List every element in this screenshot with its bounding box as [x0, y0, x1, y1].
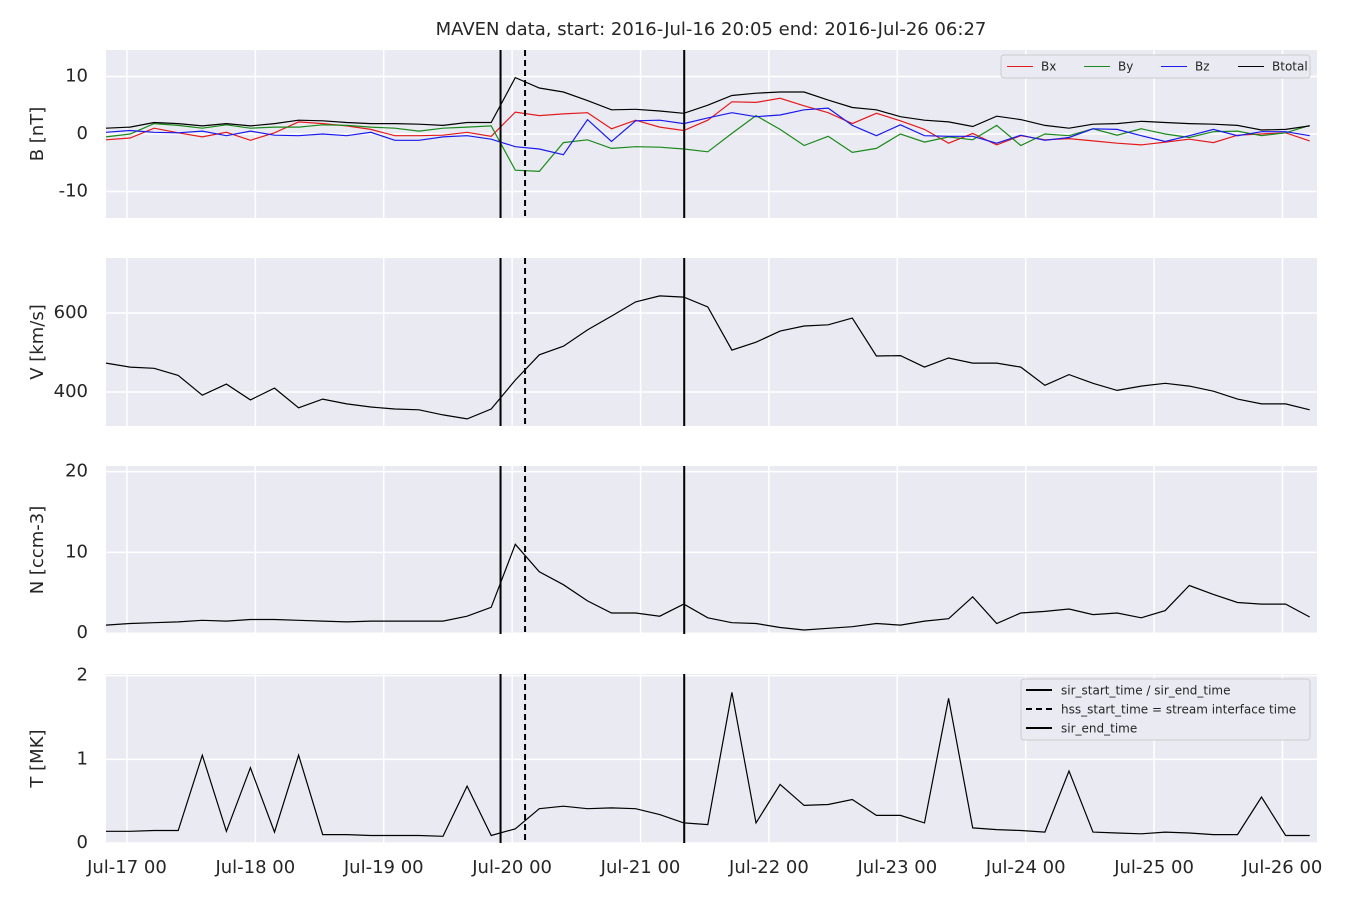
data-line [106, 692, 1310, 837]
legend-label: sir_start_time / sir_end_time [1061, 684, 1231, 698]
legend-label: Bx [1041, 60, 1056, 74]
legend-label: Btotal [1272, 60, 1308, 74]
data-line [105, 76, 1310, 131]
x-tick-label: Jul-19 00 [343, 857, 424, 878]
data-line [105, 107, 1310, 156]
plot-area [106, 258, 1317, 426]
y-tick-label: 0 [77, 123, 88, 144]
y-tick-label: 20 [65, 461, 88, 482]
legend-label: sir_end_time [1061, 722, 1137, 736]
legend-label: Bz [1195, 60, 1210, 74]
legend-label: By [1118, 60, 1133, 74]
x-tick-label: Jul-20 00 [471, 857, 552, 878]
x-tick-label: Jul-17 00 [86, 857, 167, 878]
y-tick-label: 2 [77, 665, 88, 686]
legend-label: hss_start_time = stream interface time [1061, 703, 1296, 717]
y-tick-label: 400 [54, 381, 88, 402]
chart-title: MAVEN data, start: 2016-Jul-16 20:05 end… [436, 19, 987, 40]
y-tick-label: 10 [65, 541, 88, 562]
legend-box [1000, 54, 1311, 79]
x-tick-label: Jul-24 00 [985, 857, 1066, 878]
y-tick-label: 10 [65, 65, 88, 86]
x-tick-label: Jul-22 00 [728, 857, 809, 878]
y-axis-label: V [km/s] [27, 304, 48, 379]
plot-area [106, 466, 1317, 634]
y-tick-label: 600 [54, 302, 88, 323]
y-tick-label: 0 [77, 622, 88, 643]
data-line [105, 97, 1310, 146]
data-line [105, 295, 1310, 420]
y-axis-label: B [nT] [27, 107, 48, 162]
x-tick-label: Jul-21 00 [600, 857, 681, 878]
x-tick-label: Jul-18 00 [214, 857, 295, 878]
y-axis-label: N [ccm-3] [27, 506, 48, 595]
x-tick-label: Jul-23 00 [856, 857, 937, 878]
y-tick-label: 1 [77, 748, 88, 769]
y-tick-label: -10 [59, 181, 88, 202]
x-tick-label: Jul-26 00 [1242, 857, 1323, 878]
y-axis-label: T [MK] [27, 729, 48, 788]
legend-box [1020, 678, 1311, 741]
x-tick-label: Jul-25 00 [1113, 857, 1194, 878]
data-line [105, 543, 1310, 631]
y-tick-label: 0 [77, 832, 88, 853]
data-line [105, 114, 1310, 173]
